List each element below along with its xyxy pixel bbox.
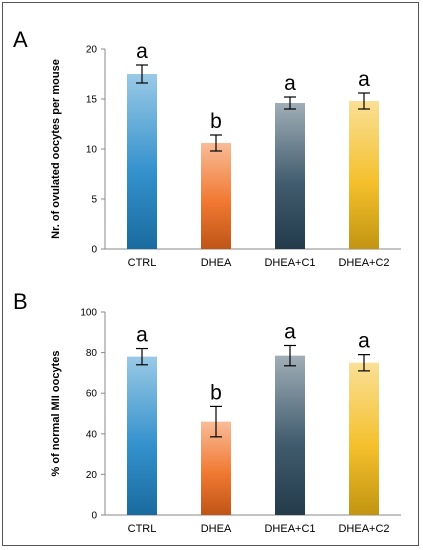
significance-label: a (284, 72, 296, 95)
significance-label: a (358, 330, 370, 353)
x-tick-label: DHEA+C2 (338, 257, 389, 269)
panel-a: A Nr. of ovulated oocytes per mouse 0 5 10 15… (13, 27, 401, 269)
significance-label: b (210, 381, 222, 404)
panel-b: B % of normal MII oocytes 0 20 40 60 80 100 a CTR… (13, 289, 401, 535)
y-tick-label: 80 (86, 348, 98, 359)
y-tick-label: 5 (91, 195, 97, 206)
bar-dhea-c2 (349, 362, 379, 515)
x-tick-label: DHEA+C1 (264, 523, 315, 535)
bar-ctrl (127, 74, 157, 249)
bar-dhea (201, 143, 231, 249)
bar-ctrl (127, 356, 157, 515)
y-tick-label: 0 (91, 511, 97, 522)
y-tick-label: 20 (86, 470, 98, 481)
significance-label: a (358, 68, 370, 91)
x-tick-label: CTRL (128, 523, 157, 535)
y-tick-label: 100 (80, 308, 97, 319)
x-tick-label: DHEA+C2 (338, 523, 389, 535)
y-axis-label: Nr. of ovulated oocytes per mouse (50, 59, 62, 239)
y-tick-label: 15 (86, 95, 98, 106)
x-tick-label: DHEA (201, 257, 232, 269)
y-tick-label: 20 (86, 45, 98, 56)
y-axis-label: % of normal MII oocytes (50, 351, 62, 477)
y-tick-label: 40 (86, 429, 98, 440)
panel-letter: A (13, 27, 28, 52)
bar-dhea-c1 (275, 103, 305, 249)
bar-dhea-c2 (349, 101, 379, 249)
y-tick-label: 10 (86, 145, 98, 156)
significance-label: a (136, 40, 148, 63)
y-tick-label: 0 (91, 245, 97, 256)
significance-label: b (210, 110, 222, 133)
x-tick-label: DHEA+C1 (264, 257, 315, 269)
significance-label: a (284, 320, 296, 343)
bar-dhea-c1 (275, 355, 305, 515)
significance-label: a (136, 324, 148, 347)
x-tick-label: CTRL (128, 257, 157, 269)
y-tick-label: 60 (86, 389, 98, 400)
figure-frame: A Nr. of ovulated oocytes per mouse 0 5 10 15… (2, 2, 419, 546)
panel-letter: B (13, 289, 28, 314)
chart-canvas: A Nr. of ovulated oocytes per mouse 0 5 10 15… (13, 27, 401, 535)
x-tick-label: DHEA (201, 523, 232, 535)
